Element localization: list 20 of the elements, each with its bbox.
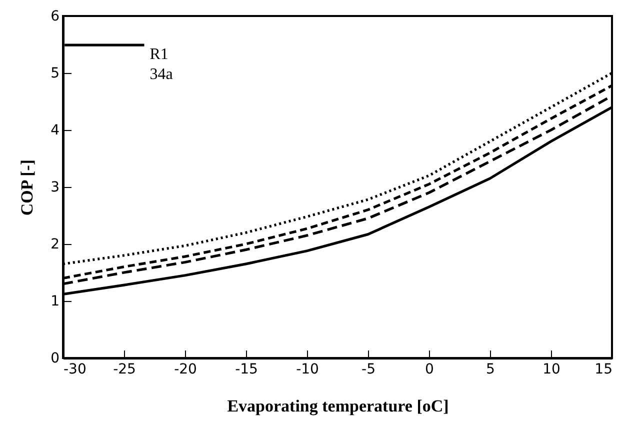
y-tick-label: 2 xyxy=(50,236,60,252)
y-tick-label: 3 xyxy=(50,180,60,196)
x-tick-label: -30 xyxy=(64,362,86,378)
x-tick-label: 0 xyxy=(425,362,434,378)
y-tick-label: 1 xyxy=(50,294,60,310)
y-tick-label: 5 xyxy=(50,66,60,82)
x-tick-label: -15 xyxy=(235,362,258,378)
x-tick-label: -20 xyxy=(174,362,197,378)
text: R1 34a xyxy=(150,46,173,84)
x-tick-label: 15 xyxy=(594,362,612,378)
x-tick-label: -10 xyxy=(296,362,319,378)
y-axis-title: COP [-] xyxy=(18,159,37,216)
x-tick-label: -25 xyxy=(113,362,136,378)
y-tick-label: 0 xyxy=(50,350,60,366)
x-tick-label: -5 xyxy=(362,362,376,378)
y-tick-label: 6 xyxy=(50,8,60,24)
y-tick-label: 4 xyxy=(50,122,60,138)
x-tick-label: 10 xyxy=(542,362,560,378)
x-tick-label: 5 xyxy=(486,362,495,378)
x-axis-title: Evaporating temperature [oC] xyxy=(227,396,449,416)
